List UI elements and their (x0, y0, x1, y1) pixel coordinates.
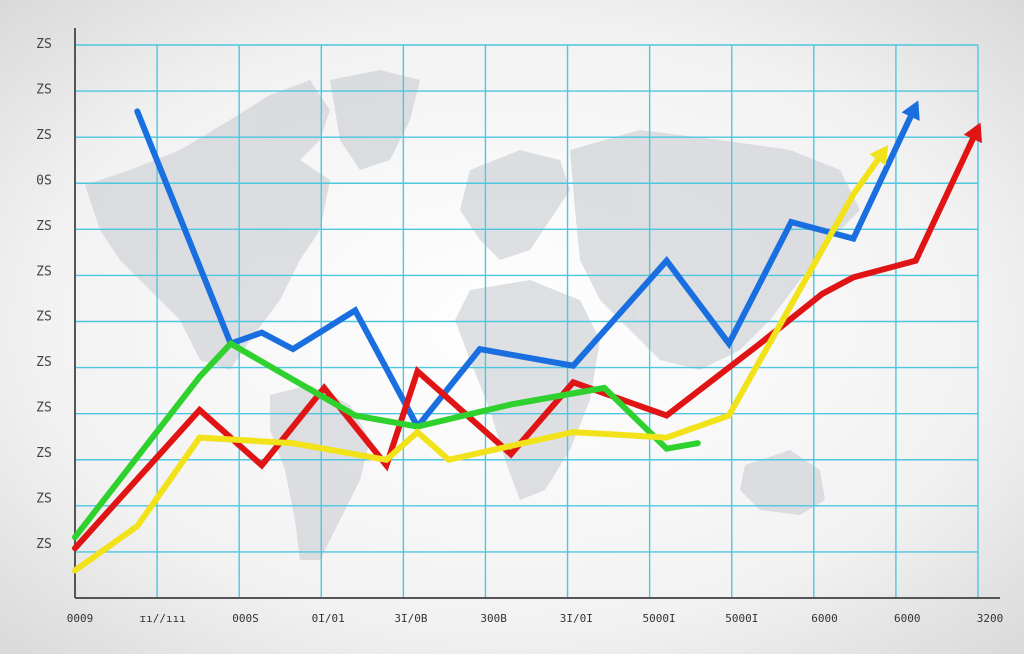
grid (74, 44, 979, 599)
x-tick-label: ɪı//ııı (140, 612, 186, 625)
y-tick-label: ZS (36, 310, 52, 325)
y-axis-ticks: ZS ZS ZS 0S ZS ZS ZS ZS ZS ZS ZS ZS (36, 37, 52, 552)
x-tick-label: 6000 (811, 612, 838, 625)
series-arrowhead-2 (963, 122, 982, 144)
y-tick-label: 0S (36, 173, 52, 188)
y-tick-label: ZS (36, 401, 52, 416)
x-tick-label: 5000I (725, 612, 758, 625)
x-tick-label: 0009 (67, 612, 94, 625)
x-tick-label: 000S (232, 612, 259, 625)
x-tick-label: 6000 (894, 612, 921, 625)
map-north-america (85, 80, 330, 370)
x-tick-label: 3200 (977, 612, 1004, 625)
x-axis-ticks: 0009 ɪı//ııı 000S 0I/01 3I/0B 300B 3I/0I 5000I 5… (67, 612, 1004, 625)
x-tick-label: 3I/0B (394, 612, 427, 625)
y-tick-label: ZS (36, 219, 52, 234)
y-tick-label: ZS (36, 446, 52, 461)
map-south-america (270, 385, 370, 560)
map-africa (455, 280, 600, 500)
x-tick-label: 300B (480, 612, 507, 625)
y-tick-label: ZS (36, 537, 52, 552)
map-australia (740, 450, 825, 515)
x-tick-label: 0I/01 (312, 612, 345, 625)
map-europe (460, 150, 570, 260)
y-tick-label: ZS (36, 82, 52, 97)
y-tick-label: ZS (36, 264, 52, 279)
series-lines (72, 100, 982, 574)
y-tick-label: ZS (36, 492, 52, 507)
map-greenland (330, 70, 420, 170)
axes (74, 28, 1000, 599)
map-asia (570, 130, 860, 370)
series-arrowhead-4 (869, 145, 888, 166)
y-tick-label: ZS (36, 37, 52, 52)
series-arrowhead-1 (901, 100, 920, 121)
y-tick-label: ZS (36, 355, 52, 370)
series-line-2 (72, 124, 981, 552)
world-map-background (85, 70, 860, 560)
x-tick-label: 5000I (643, 612, 676, 625)
x-tick-label: 3I/0I (560, 612, 593, 625)
y-tick-label: ZS (36, 128, 52, 143)
